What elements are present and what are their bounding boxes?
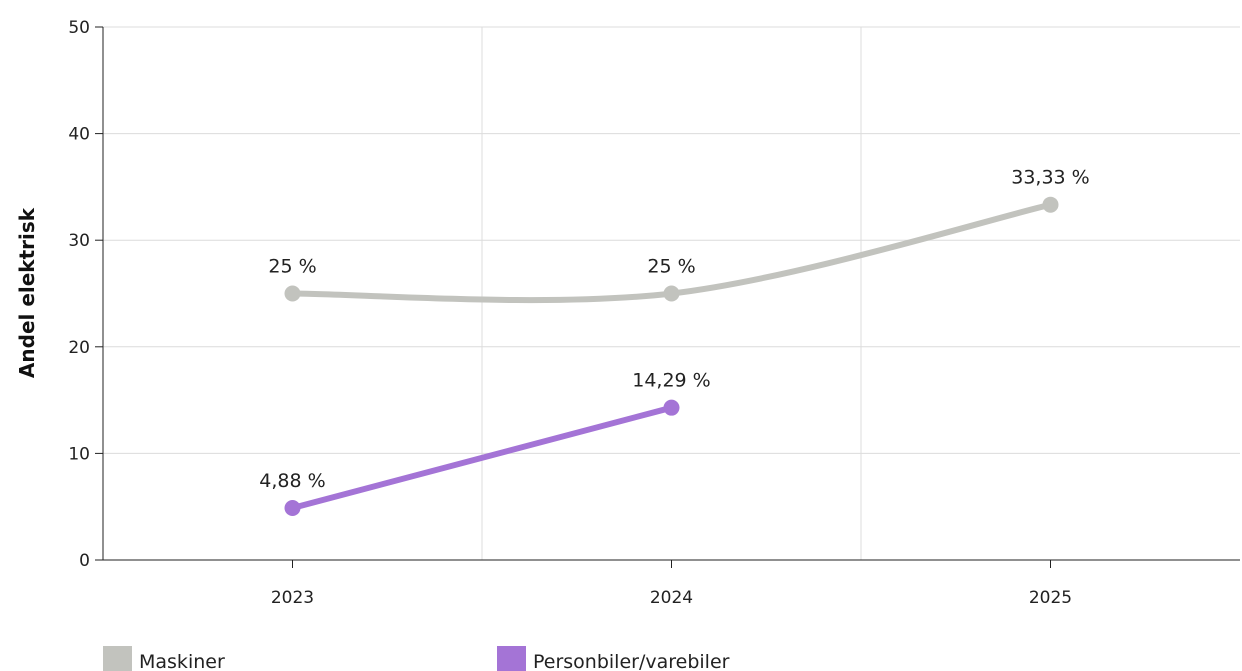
y-tick-label: 50: [68, 18, 90, 38]
y-axis-title: Andel elektrisk: [15, 207, 39, 378]
data-label: 25 %: [268, 256, 316, 278]
x-tick-label: 2023: [271, 588, 314, 608]
legend-swatch: [497, 646, 526, 671]
x-tick-label: 2024: [650, 588, 693, 608]
axes: 0 10 20 30 40 50 2023 2024 2025: [68, 18, 1240, 608]
gridlines: [103, 26, 1240, 560]
series-layer: 25 % 25 % 33,33 % 4,88 % 14,29 %: [259, 167, 1090, 516]
data-label: 25 %: [647, 256, 695, 278]
data-point-personbiler-varebiler[interactable]: [663, 399, 680, 416]
legend-item-maskiner[interactable]: Maskiner: [103, 646, 225, 671]
y-tick-label: 10: [68, 444, 90, 464]
y-tick-label: 40: [68, 125, 90, 145]
x-tick-label: 2025: [1029, 588, 1072, 608]
legend[interactable]: Maskiner Personbiler/varebiler: [103, 646, 730, 671]
data-point-maskiner[interactable]: [1042, 196, 1059, 213]
y-tick-label: 0: [79, 551, 90, 571]
y-tick-label: 20: [68, 338, 90, 358]
legend-label: Maskiner: [139, 651, 225, 671]
data-label: 4,88 %: [259, 470, 325, 492]
data-point-personbiler-varebiler[interactable]: [284, 499, 301, 516]
legend-swatch: [103, 646, 132, 671]
data-label: 33,33 %: [1011, 167, 1090, 189]
series-line-personbiler-varebiler: [289, 404, 675, 511]
legend-label: Personbiler/varebiler: [533, 651, 730, 671]
y-tick-label: 30: [68, 231, 90, 251]
data-label: 14,29 %: [632, 370, 711, 392]
legend-item-personbiler-varebiler[interactable]: Personbiler/varebiler: [497, 646, 730, 671]
data-point-maskiner[interactable]: [284, 285, 301, 302]
data-point-maskiner[interactable]: [663, 285, 680, 302]
